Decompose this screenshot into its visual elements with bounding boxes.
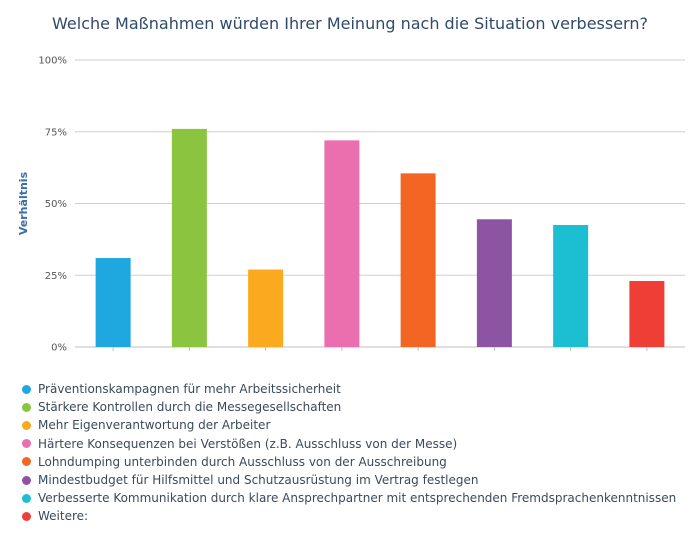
legend-item: Härtere Konsequenzen bei Verstößen (z.B.… [22,435,692,453]
bar [248,269,284,347]
legend-item: Stärkere Kontrollen durch die Messegesel… [22,398,692,416]
bar [324,140,360,347]
legend-label: Lohndumping unterbinden durch Ausschluss… [38,454,447,469]
legend-swatch [22,475,31,485]
legend-label: Weitere: [38,509,89,524]
bar [476,219,512,347]
legend-item: Verbesserte Kommunikation durch klare An… [22,489,692,507]
legend-label: Mehr Eigenverantwortung der Arbeiter [38,418,271,433]
legend-item: Weitere: [22,507,692,525]
legend-item: Präventionskampagnen für mehr Arbeitssic… [22,380,692,398]
y-tick-label: 100% [38,56,67,67]
y-axis-label: Verhältnis [17,171,30,235]
legend-label: Verbesserte Kommunikation durch klare An… [38,491,677,506]
legend-swatch [22,439,31,449]
chart-title: Welche Maßnahmen würden Ihrer Meinung na… [52,14,648,33]
legend-label: Stärkere Kontrollen durch die Messegesel… [38,400,342,415]
legend-swatch [22,420,31,430]
y-tick-label: 75% [45,127,67,138]
bar [400,173,436,347]
legend-item: Mindestbudget für Hilfsmittel und Schutz… [22,471,692,489]
bar [553,225,589,347]
legend-swatch [22,493,31,503]
legend-swatch [22,457,31,467]
y-tick-label: 25% [45,271,67,282]
legend-label: Mindestbudget für Hilfsmittel und Schutz… [38,473,479,488]
y-tick-label: 50% [45,199,67,210]
bar [95,258,131,347]
legend: Präventionskampagnen für mehr Arbeitssic… [22,380,692,526]
legend-item: Mehr Eigenverantwortung der Arbeiter [22,416,692,434]
legend-item: Lohndumping unterbinden durch Ausschluss… [22,453,692,471]
bar [629,280,665,347]
legend-swatch [22,511,31,521]
legend-label: Härtere Konsequenzen bei Verstößen (z.B.… [38,436,458,451]
bar [171,128,207,347]
legend-swatch [22,384,31,394]
legend-swatch [22,402,31,412]
legend-label: Präventionskampagnen für mehr Arbeitssic… [38,382,341,397]
y-tick-label: 0% [51,343,67,354]
